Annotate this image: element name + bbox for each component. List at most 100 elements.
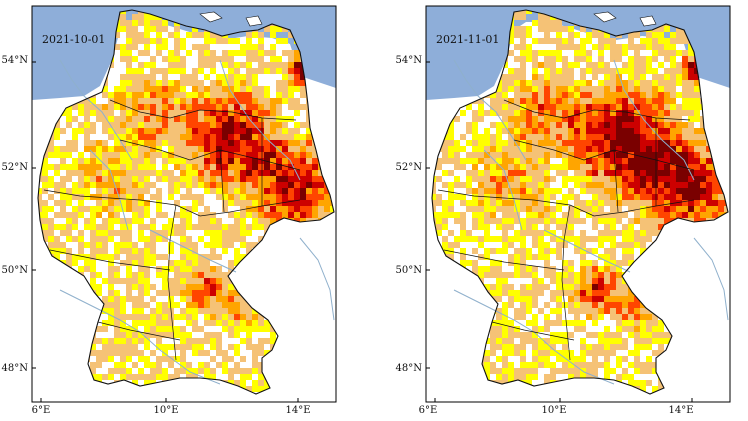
drought-cell bbox=[234, 86, 240, 92]
drought-cell bbox=[150, 350, 156, 356]
drought-cell bbox=[640, 236, 646, 242]
drought-cell bbox=[132, 362, 138, 368]
drought-cell bbox=[520, 140, 526, 146]
drought-cell bbox=[478, 146, 484, 152]
drought-cell bbox=[478, 194, 484, 200]
drought-cell bbox=[646, 134, 652, 140]
drought-cell bbox=[192, 140, 198, 146]
drought-cell bbox=[42, 176, 48, 182]
drought-cell bbox=[580, 182, 586, 188]
drought-cell bbox=[664, 332, 670, 338]
drought-cell bbox=[658, 134, 664, 140]
drought-cell bbox=[156, 134, 162, 140]
drought-cell bbox=[646, 86, 652, 92]
drought-cell bbox=[144, 224, 150, 230]
drought-cell bbox=[544, 68, 550, 74]
drought-cell bbox=[484, 176, 490, 182]
drought-cell bbox=[568, 38, 574, 44]
drought-cell bbox=[204, 182, 210, 188]
drought-cell bbox=[132, 164, 138, 170]
drought-cell bbox=[144, 134, 150, 140]
drought-cell bbox=[252, 44, 258, 50]
drought-cell bbox=[210, 140, 216, 146]
drought-cell bbox=[216, 182, 222, 188]
drought-cell bbox=[508, 122, 514, 128]
drought-cell bbox=[162, 278, 168, 284]
drought-cell bbox=[264, 98, 270, 104]
drought-cell bbox=[622, 170, 628, 176]
drought-cell bbox=[556, 140, 562, 146]
drought-cell bbox=[336, 380, 342, 386]
drought-cell bbox=[580, 86, 586, 92]
drought-cell bbox=[544, 218, 550, 224]
drought-cell bbox=[126, 146, 132, 152]
drought-cell bbox=[634, 92, 640, 98]
drought-cell bbox=[700, 134, 706, 140]
drought-cell bbox=[180, 104, 186, 110]
lon-label-14: 14°E bbox=[285, 405, 311, 416]
drought-cell bbox=[198, 278, 204, 284]
drought-cell bbox=[222, 284, 228, 290]
drought-cell bbox=[234, 314, 240, 320]
drought-cell bbox=[574, 242, 580, 248]
drought-cell bbox=[222, 56, 228, 62]
drought-cell bbox=[264, 110, 270, 116]
drought-cell bbox=[294, 134, 300, 140]
drought-cell bbox=[210, 98, 216, 104]
drought-cell bbox=[550, 206, 556, 212]
drought-cell bbox=[60, 248, 66, 254]
drought-cell bbox=[138, 206, 144, 212]
drought-cell bbox=[156, 236, 162, 242]
drought-cell bbox=[288, 206, 294, 212]
drought-cell bbox=[126, 200, 132, 206]
drought-cell bbox=[162, 350, 168, 356]
drought-cell bbox=[270, 206, 276, 212]
drought-cell bbox=[276, 110, 282, 116]
drought-cell bbox=[336, 296, 342, 302]
drought-cell bbox=[490, 320, 496, 326]
drought-cell bbox=[120, 56, 126, 62]
drought-cell bbox=[228, 104, 234, 110]
drought-cell bbox=[138, 356, 144, 362]
drought-cell bbox=[144, 20, 150, 26]
drought-cell bbox=[282, 200, 288, 206]
drought-cell bbox=[174, 182, 180, 188]
drought-cell bbox=[508, 38, 514, 44]
drought-cell bbox=[300, 206, 306, 212]
drought-cell bbox=[664, 50, 670, 56]
drought-cell bbox=[204, 152, 210, 158]
drought-cell bbox=[84, 188, 90, 194]
drought-cell bbox=[294, 50, 300, 56]
drought-cell bbox=[490, 158, 496, 164]
drought-cell bbox=[484, 218, 490, 224]
drought-cell bbox=[312, 158, 318, 164]
drought-cell bbox=[496, 218, 502, 224]
drought-cell bbox=[120, 152, 126, 158]
drought-cell bbox=[568, 176, 574, 182]
drought-cell bbox=[132, 344, 138, 350]
drought-cell bbox=[288, 74, 294, 80]
drought-cell bbox=[526, 110, 532, 116]
drought-cell bbox=[174, 344, 180, 350]
drought-cell bbox=[664, 176, 670, 182]
drought-cell bbox=[96, 224, 102, 230]
drought-cell bbox=[294, 164, 300, 170]
drought-cell bbox=[484, 158, 490, 164]
drought-cell bbox=[580, 128, 586, 134]
drought-cell bbox=[144, 362, 150, 368]
drought-cell bbox=[628, 152, 634, 158]
drought-cell bbox=[300, 182, 306, 188]
drought-cell bbox=[622, 188, 628, 194]
drought-cell bbox=[132, 296, 138, 302]
drought-cell bbox=[258, 164, 264, 170]
drought-cell bbox=[192, 116, 198, 122]
drought-cell bbox=[604, 284, 610, 290]
drought-cell bbox=[580, 38, 586, 44]
drought-cell bbox=[132, 350, 138, 356]
drought-cell bbox=[264, 50, 270, 56]
drought-cell bbox=[628, 296, 634, 302]
drought-cell bbox=[174, 98, 180, 104]
drought-cell bbox=[640, 122, 646, 128]
drought-cell bbox=[78, 176, 84, 182]
drought-cell bbox=[574, 290, 580, 296]
